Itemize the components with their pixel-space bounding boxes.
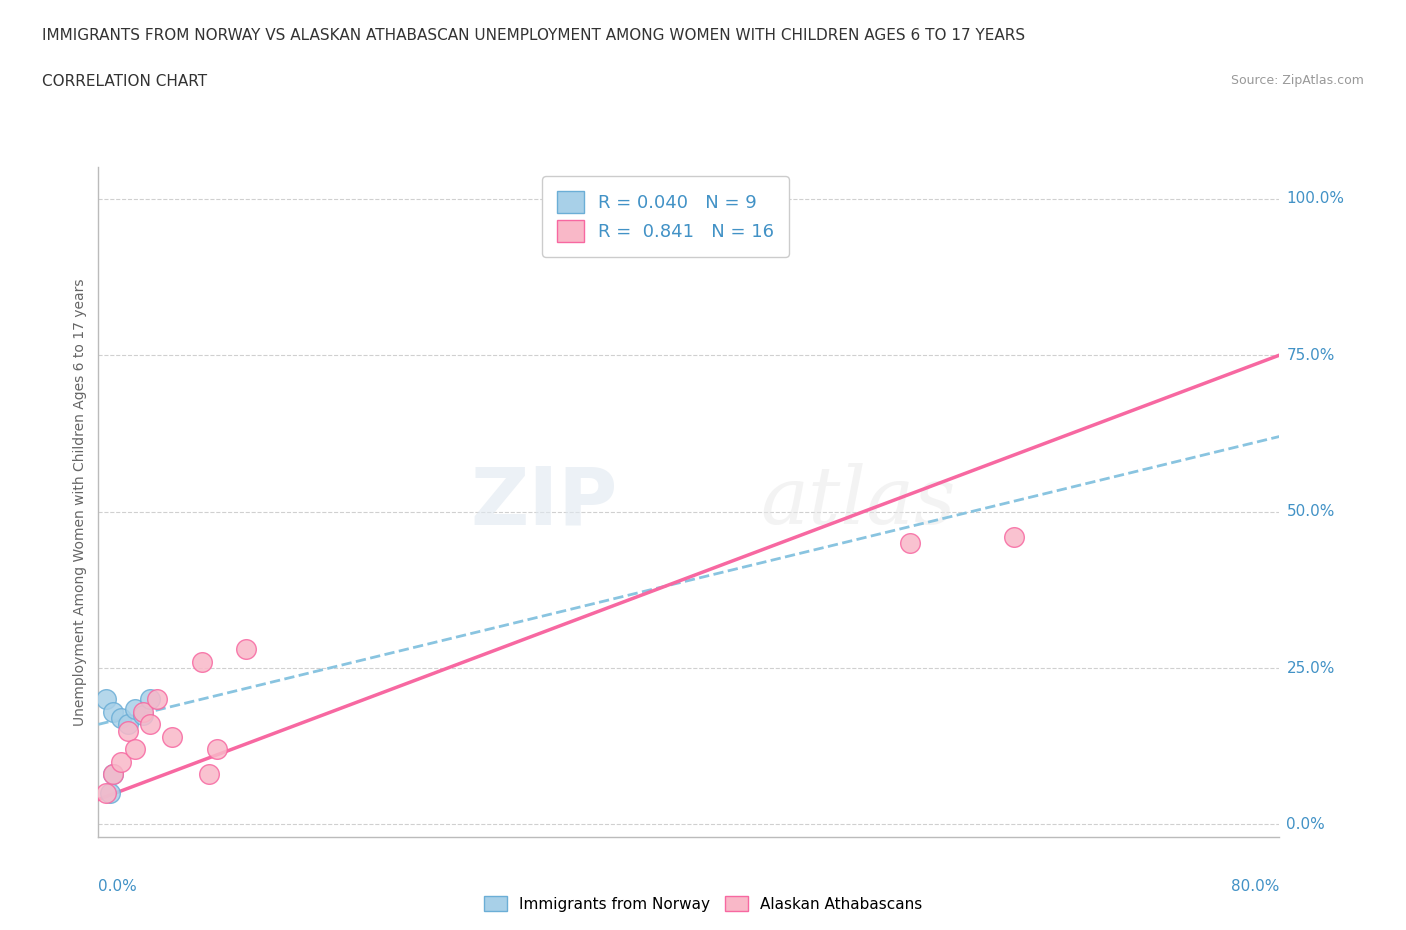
Point <box>139 717 162 732</box>
Text: 25.0%: 25.0% <box>1286 660 1334 675</box>
Point <box>94 786 117 801</box>
Point <box>103 767 125 782</box>
Point <box>235 642 257 657</box>
Text: 80.0%: 80.0% <box>1232 879 1279 894</box>
Point <box>103 704 125 719</box>
Text: 0.0%: 0.0% <box>98 879 138 894</box>
Point <box>117 724 139 738</box>
Point <box>205 742 228 757</box>
Legend: R = 0.040   N = 9, R =  0.841   N = 16: R = 0.040 N = 9, R = 0.841 N = 16 <box>543 177 789 257</box>
Text: 75.0%: 75.0% <box>1286 348 1334 363</box>
Point <box>605 192 627 206</box>
Point <box>1002 529 1025 544</box>
Point <box>124 701 146 716</box>
Point <box>198 767 221 782</box>
Text: 50.0%: 50.0% <box>1286 504 1334 519</box>
Point <box>110 754 132 769</box>
Point <box>94 692 117 707</box>
Point <box>162 729 183 744</box>
Point <box>132 704 155 719</box>
Text: ZIP: ZIP <box>471 463 619 541</box>
Point <box>117 717 139 732</box>
Text: 100.0%: 100.0% <box>1286 192 1344 206</box>
Text: CORRELATION CHART: CORRELATION CHART <box>42 74 207 89</box>
Point <box>900 536 922 551</box>
Text: Source: ZipAtlas.com: Source: ZipAtlas.com <box>1230 74 1364 87</box>
Y-axis label: Unemployment Among Women with Children Ages 6 to 17 years: Unemployment Among Women with Children A… <box>73 278 87 726</box>
Point <box>124 742 146 757</box>
Text: 0.0%: 0.0% <box>1286 817 1326 832</box>
Text: IMMIGRANTS FROM NORWAY VS ALASKAN ATHABASCAN UNEMPLOYMENT AMONG WOMEN WITH CHILD: IMMIGRANTS FROM NORWAY VS ALASKAN ATHABA… <box>42 28 1025 43</box>
Point <box>146 692 169 707</box>
Point <box>139 692 162 707</box>
Point <box>98 786 121 801</box>
Point <box>191 655 214 670</box>
Point <box>110 711 132 725</box>
Text: atlas: atlas <box>759 463 955 541</box>
Legend: Immigrants from Norway, Alaskan Athabascans: Immigrants from Norway, Alaskan Athabasc… <box>478 889 928 918</box>
Point <box>103 767 125 782</box>
Point <box>132 708 155 723</box>
